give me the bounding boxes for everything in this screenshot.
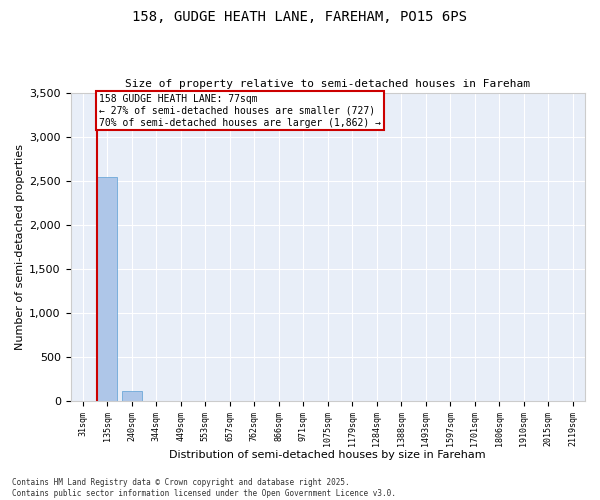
Bar <box>97 177 117 401</box>
Text: Contains HM Land Registry data © Crown copyright and database right 2025.
Contai: Contains HM Land Registry data © Crown c… <box>12 478 396 498</box>
X-axis label: Distribution of semi-detached houses by size in Fareham: Distribution of semi-detached houses by … <box>169 450 486 460</box>
Text: 158 GUDGE HEATH LANE: 77sqm
← 27% of semi-detached houses are smaller (727)
70% : 158 GUDGE HEATH LANE: 77sqm ← 27% of sem… <box>98 94 380 128</box>
Bar <box>122 392 142 401</box>
Title: Size of property relative to semi-detached houses in Fareham: Size of property relative to semi-detach… <box>125 79 530 89</box>
Y-axis label: Number of semi-detached properties: Number of semi-detached properties <box>15 144 25 350</box>
Text: 158, GUDGE HEATH LANE, FAREHAM, PO15 6PS: 158, GUDGE HEATH LANE, FAREHAM, PO15 6PS <box>133 10 467 24</box>
